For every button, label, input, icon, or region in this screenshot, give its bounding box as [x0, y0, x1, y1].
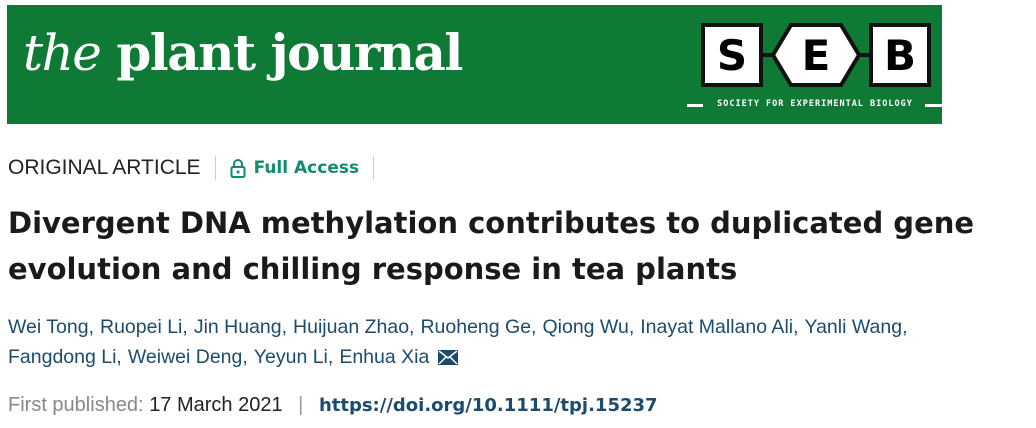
author-link[interactable]: Qiong Wu,	[542, 316, 635, 338]
publication-info: First published: 17 March 2021 | https:/…	[8, 394, 658, 417]
author-list: Wei Tong, Ruopei Li, Jin Huang, Huijuan Zha…	[8, 312, 1033, 372]
title-line: evolution and chilling response in tea p…	[8, 252, 738, 286]
journal-banner[interactable]: the plant journal S E B SOCIETY FOR EXPE…	[7, 5, 942, 124]
divider	[925, 104, 942, 107]
lock-icon	[230, 159, 246, 178]
article-meta-row: ORIGINAL ARTICLE Full Access	[8, 156, 388, 180]
author-link[interactable]: Ruoheng Ge,	[420, 316, 537, 338]
author-link[interactable]: Huijuan Zhao,	[293, 316, 415, 338]
seb-logo: S E B	[701, 23, 931, 87]
doi-link[interactable]: https://doi.org/10.1111/tpj.15237	[318, 395, 658, 416]
author-link[interactable]: Weiwei Deng,	[127, 346, 248, 368]
published-date: 17 March 2021	[149, 394, 283, 416]
separator: |	[298, 394, 304, 416]
article-type: ORIGINAL ARTICLE	[8, 156, 201, 179]
author-link[interactable]: Yeyun Li,	[253, 346, 334, 368]
author-link[interactable]: Inayat Mallano Ali,	[640, 316, 799, 338]
seb-e: E	[802, 31, 831, 80]
title-line: Divergent DNA methylation contributes to…	[8, 206, 975, 240]
author-link[interactable]: Yanli Wang,	[804, 316, 908, 338]
society-name: SOCIETY FOR EXPERIMENTAL BIOLOGY	[717, 99, 913, 109]
logo-name: plant journal	[116, 23, 463, 82]
article-title: Divergent DNA methylation contributes to…	[8, 200, 1018, 292]
seb-s: S	[717, 31, 747, 80]
author-link[interactable]: Enhua Xia	[339, 346, 430, 368]
divider	[214, 156, 216, 180]
author-link[interactable]: Wei Tong,	[8, 316, 94, 338]
author-link[interactable]: Ruopei Li,	[100, 316, 188, 338]
seb-b: B	[884, 31, 916, 80]
access-label: Full Access	[253, 158, 360, 178]
access-badge: Full Access	[230, 158, 360, 178]
published-label: First published:	[8, 394, 144, 416]
logo-the: the	[23, 24, 102, 82]
journal-logo: the plant journal	[23, 23, 463, 82]
divider	[687, 104, 703, 107]
envelope-icon[interactable]	[437, 350, 458, 365]
author-link[interactable]: Fangdong Li,	[8, 346, 122, 368]
divider	[373, 156, 375, 180]
author-link[interactable]: Jin Huang,	[193, 316, 288, 338]
